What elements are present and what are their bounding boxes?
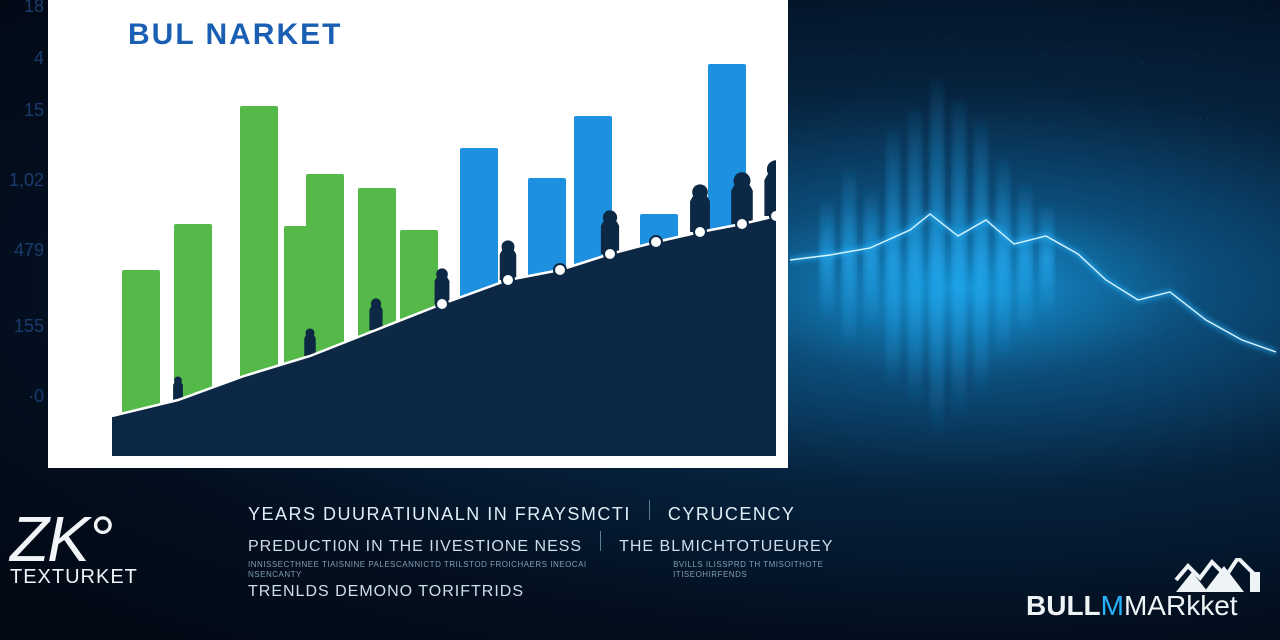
bar	[528, 178, 566, 456]
y-tick: 1,02	[4, 170, 44, 191]
plot-area	[112, 56, 776, 456]
y-tick: 18	[4, 0, 44, 17]
caption-row2-right: THE BLMICHTOTUEUREY	[619, 538, 833, 556]
chart-title: BUL NARKET	[128, 18, 342, 52]
bar	[460, 148, 498, 456]
stage: 18 4 15 1,02 479 155 ·0 BUL NARKET YEARS DUURA…	[0, 0, 1280, 640]
captions: YEARS DUURATIUNALN IN FRAYSMCTI CYRUCENC…	[248, 500, 888, 601]
bar	[574, 116, 612, 456]
bar	[358, 188, 396, 456]
logo-right: BULLMMARkket	[1026, 558, 1266, 628]
right-fx-chart	[790, 0, 1280, 470]
bar	[640, 214, 678, 456]
chart-panel: BUL NARKET	[48, 0, 788, 468]
silhouette-icon	[500, 240, 517, 280]
y-tick: 4	[4, 48, 44, 69]
bar	[240, 106, 278, 456]
caption-row1-left: YEARS DUURATIUNALN IN FRAYSMCTI	[248, 504, 631, 525]
logo-right-text: BULLMMARkket	[1026, 590, 1238, 622]
y-tick: ·0	[4, 386, 44, 407]
silhouette-icon	[764, 160, 776, 216]
caption-sep-2	[600, 531, 601, 551]
bar	[122, 270, 160, 456]
logo-left-text: TEXTURKET	[10, 566, 210, 589]
logo-left: ZK° TEXTURKET	[10, 512, 210, 632]
bar	[284, 226, 322, 456]
logo-left-mark: ZK°	[10, 512, 210, 566]
y-tick: 15	[4, 100, 44, 121]
caption-row2-left: PREDUCTI0N IN THE IIVESTIONE NESS	[248, 538, 582, 556]
caption-fine-right: BVILLS ILISSPRD TH TMISOITHOTE ITISEOHIR…	[673, 560, 888, 581]
bar	[400, 230, 438, 456]
y-tick: 479	[4, 240, 44, 261]
bar	[174, 224, 212, 456]
caption-sep-1	[649, 500, 650, 520]
caption-row1-right: CYRUCENCY	[668, 504, 796, 525]
bar	[708, 64, 746, 456]
y-tick: 155	[4, 316, 44, 337]
caption-row3: TRENLDS DEMONO TORIFTRIDS	[248, 583, 524, 601]
silhouette-icon	[690, 184, 710, 232]
caption-fine-left: INNISSECTHNEE TIAISNINE PALESCANNICTD TR…	[248, 560, 622, 581]
